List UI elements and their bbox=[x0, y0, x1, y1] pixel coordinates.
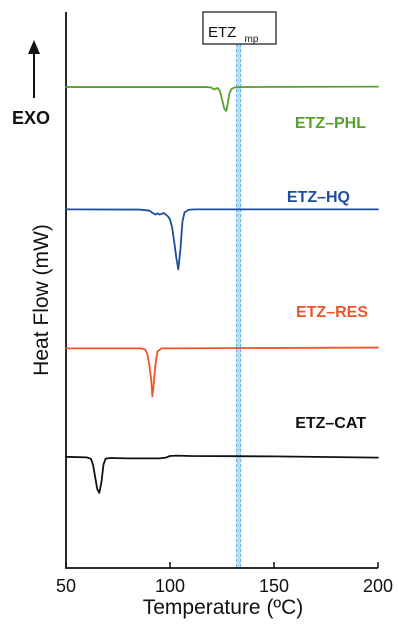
etz-melting-point-band bbox=[236, 44, 241, 568]
series-line-etz-hq bbox=[65, 208, 379, 271]
etz-mp-label-main: ETZ bbox=[208, 24, 236, 41]
y-axis-label: Heat Flow (mW) bbox=[30, 224, 53, 376]
series-label-etz-cat: ETZ–CAT bbox=[295, 415, 366, 432]
series-label-etz-res: ETZ–RES bbox=[296, 304, 368, 321]
series-label-etz-hq: ETZ–HQ bbox=[287, 189, 350, 206]
series-line-etz-res bbox=[65, 346, 379, 398]
series-line-etz-cat bbox=[65, 454, 379, 494]
exo-arrow-head-icon bbox=[28, 40, 40, 54]
x-tick-label-200: 200 bbox=[363, 576, 393, 596]
x-tick-labels: 50 100 150 200 bbox=[56, 576, 393, 596]
x-tick-label-150: 150 bbox=[259, 576, 289, 596]
series-group bbox=[65, 85, 379, 494]
series-label-etz-phl: ETZ–PHL bbox=[295, 115, 366, 132]
x-tick-label-100: 100 bbox=[155, 576, 185, 596]
etz-mp-label-sub: mp bbox=[245, 34, 259, 45]
x-tick-label-50: 50 bbox=[56, 576, 76, 596]
exo-label: EXO bbox=[12, 108, 50, 128]
series-line-etz-phl bbox=[65, 85, 379, 112]
etz-mp-label-box bbox=[202, 11, 277, 45]
x-ticks bbox=[65, 562, 379, 568]
etz-mp-label: ETZ mp bbox=[208, 24, 259, 45]
x-axis-label: Temperature (ºC) bbox=[143, 596, 304, 619]
